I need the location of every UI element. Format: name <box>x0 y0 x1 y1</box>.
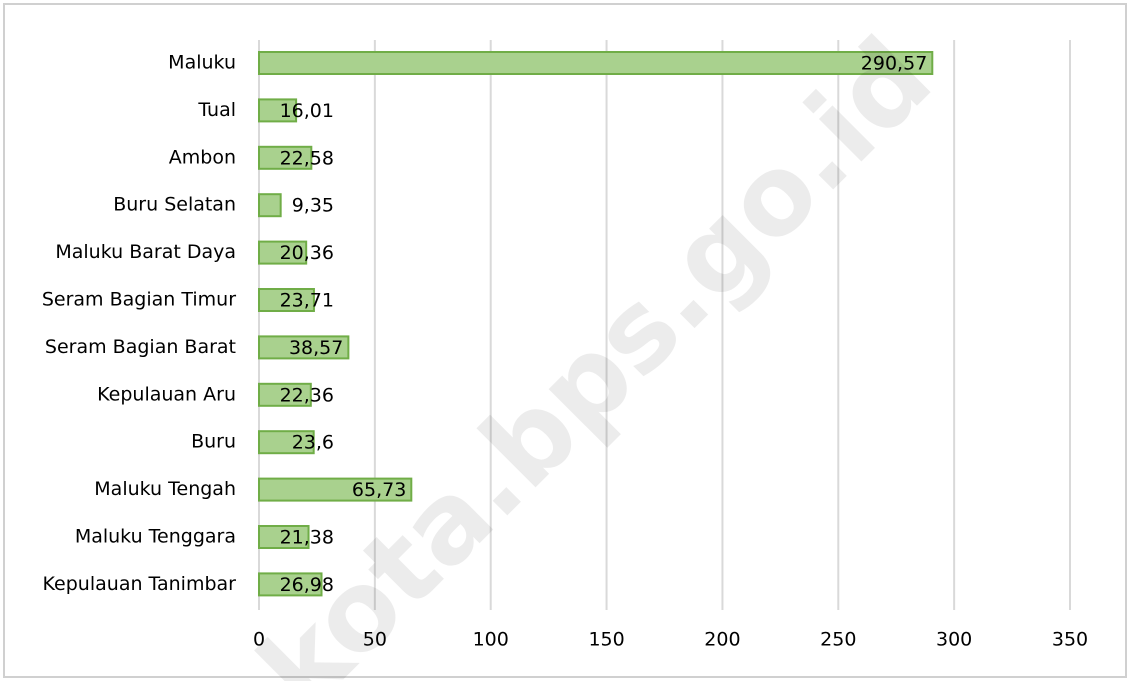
grid <box>258 40 1071 610</box>
data-label: 23,6 <box>292 432 334 454</box>
y-tick-label: Buru <box>191 431 236 453</box>
bar <box>258 572 323 597</box>
bar <box>258 525 310 549</box>
x-tick-label: 200 <box>704 629 740 651</box>
bars: 290,57 16,01 22,58 9,35 20,36 23,71 38,57 22,36… <box>258 51 934 597</box>
data-label: 21,38 <box>280 527 334 549</box>
x-tick-label: 250 <box>820 629 856 651</box>
y-tick-label: Maluku Barat Daya <box>55 241 236 263</box>
x-tick-label: 100 <box>473 629 509 651</box>
bar <box>258 477 413 502</box>
y-tick-label: Buru Selatan <box>113 194 236 216</box>
bar <box>258 288 315 312</box>
x-tick-label: 150 <box>588 629 624 651</box>
bar <box>258 51 934 75</box>
bar <box>258 382 312 407</box>
data-label: 23,71 <box>280 290 334 312</box>
x-tick-label: 350 <box>1052 629 1088 651</box>
data-label: 22,58 <box>280 147 334 169</box>
y-tick-label: Tual <box>197 99 236 121</box>
x-tick-label: 50 <box>363 629 387 651</box>
y-tick-label: Maluku <box>168 52 236 74</box>
y-tick-label: Kepulauan Aru <box>97 383 236 405</box>
data-label: 65,73 <box>352 479 406 501</box>
y-tick-label: Seram Bagian Timur <box>42 289 236 311</box>
data-label: 38,57 <box>289 337 343 359</box>
bar <box>258 145 313 170</box>
y-tick-label: Seram Bagian Barat <box>45 336 236 358</box>
y-tick-label: Maluku Tengah <box>94 478 236 500</box>
bar <box>258 335 350 360</box>
bar <box>258 430 315 455</box>
data-label: 20,36 <box>280 242 334 264</box>
y-tick-label: Kepulauan Tanimbar <box>43 573 237 595</box>
chart-frame <box>3 3 1127 678</box>
x-tick-label: 300 <box>936 629 972 651</box>
data-label: 9,35 <box>292 195 334 217</box>
data-label: 290,57 <box>861 53 927 75</box>
bar <box>258 193 282 218</box>
data-label: 22,36 <box>280 384 334 406</box>
x-tick-label: 0 <box>253 629 265 651</box>
bar <box>258 240 308 265</box>
bar <box>258 98 298 123</box>
data-label: 26,98 <box>280 574 334 596</box>
y-tick-label: Maluku Tenggara <box>75 526 236 548</box>
data-label: 16,01 <box>280 100 334 122</box>
y-tick-label: Ambon <box>169 146 236 168</box>
